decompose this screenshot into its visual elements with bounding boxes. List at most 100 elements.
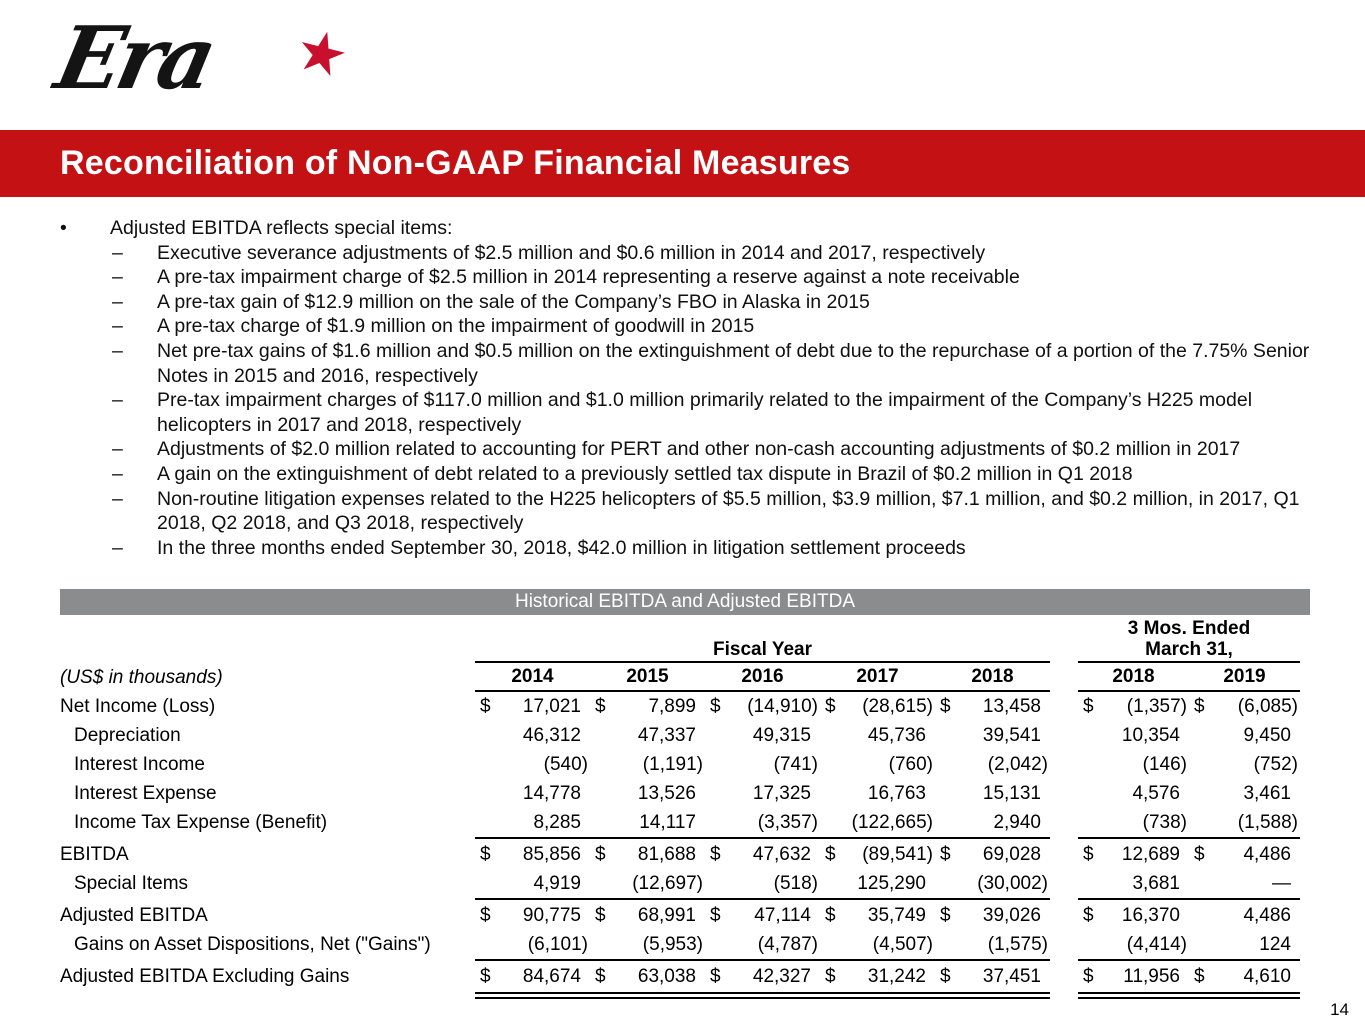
cell-value: (12,697) [632, 872, 703, 894]
table-cell: (12,697) [590, 869, 705, 898]
table-cell: 10,354 [1078, 721, 1189, 750]
dollar-sign: $ [480, 695, 491, 717]
dollar-sign: $ [1083, 904, 1094, 926]
cell-value: (738) [1142, 811, 1187, 833]
sub-bullet: – Pre-tax impairment charges of $117.0 m… [112, 388, 1350, 437]
table-cell: (30,002) [935, 869, 1050, 898]
dollar-sign: $ [940, 904, 951, 926]
table-cell: $47,632 [705, 840, 820, 869]
cell-value: 16,370 [1121, 904, 1180, 926]
table-cell: (518) [705, 869, 820, 898]
dollar-sign: $ [1083, 843, 1094, 865]
single-rule [60, 898, 1300, 901]
table-cell: 125,290 [820, 869, 935, 898]
year-header: 2018 [971, 666, 1014, 687]
table-cell: 49,315 [705, 721, 820, 750]
table-cell: 4,576 [1078, 779, 1189, 808]
era-star-icon: ★ [288, 13, 356, 93]
table-cell: $85,856 [475, 840, 590, 869]
cell-value: 84,674 [522, 965, 581, 987]
dollar-sign: $ [595, 965, 606, 987]
row-label: EBITDA [60, 843, 129, 865]
row-label: Depreciation [74, 724, 181, 746]
sub-bullet: – In the three months ended September 30… [112, 536, 1350, 561]
cell-value: (30,002) [977, 872, 1048, 894]
table-cell: $42,327 [705, 962, 820, 991]
table-row: Net Income (Loss) $17,021 $7,899 $ (14,910) $… [60, 692, 1300, 721]
row-label: Adjusted EBITDA [60, 904, 208, 926]
table-cell: $ (14,910) [705, 692, 820, 721]
table-cell: $17,021 [475, 692, 590, 721]
table-title: Historical EBITDA and Adjusted EBITDA [514, 591, 856, 612]
cell-value: 13,458 [982, 695, 1041, 717]
table-cell: 124 [1189, 930, 1300, 959]
dollar-sign: $ [1083, 965, 1094, 987]
dollar-sign: $ [940, 695, 951, 717]
dollar-sign: $ [825, 904, 836, 926]
cell-value: 42,327 [752, 965, 811, 987]
cell-value: 4,486 [1243, 904, 1291, 926]
table-cell: $ (1,357) [1078, 692, 1189, 721]
cell-value: (14,910) [747, 695, 818, 717]
cell-value: (146) [1142, 753, 1187, 775]
cell-value: (3,357) [757, 811, 818, 833]
cell-value: (741) [773, 753, 818, 775]
title-band: Reconciliation of Non-GAAP Financial Mea… [0, 130, 1365, 197]
cell-value: 13,526 [637, 782, 696, 804]
cell-value: 63,038 [637, 965, 696, 987]
cell-value: 11,956 [1123, 965, 1180, 987]
cell-value: 45,736 [867, 724, 926, 746]
table-row: Adjusted EBITDA $90,775 $68,991 $47,114 $35,… [60, 901, 1300, 930]
dollar-sign: $ [940, 843, 951, 865]
cell-value: 12,689 [1121, 843, 1180, 865]
dollar-sign: $ [1194, 695, 1205, 717]
cell-value: (28,615) [862, 695, 933, 717]
sub-bullet: – Executive severance adjustments of $2.… [112, 241, 1350, 266]
table-cell: (540) [475, 750, 590, 779]
dash-marker-icon: – [112, 438, 123, 461]
table-cell: (4,414) [1078, 930, 1189, 959]
cell-value: (540) [543, 753, 588, 775]
sub-bullet-text: Executive severance adjustments of $2.5 … [157, 241, 986, 264]
table-cell: 39,541 [935, 721, 1050, 750]
table-cell: 3,461 [1189, 779, 1300, 808]
table-cell: $ (6,085) [1189, 692, 1300, 721]
table-cell: (741) [705, 750, 820, 779]
fiscal-year-columns: 2014 2015 2016 2017 2018 [475, 666, 1050, 692]
cell-value: (4,507) [872, 933, 933, 955]
sub-bullet-text: Net pre-tax gains of $1.6 million and $0… [157, 339, 1310, 387]
cell-value: 37,451 [982, 965, 1041, 987]
table-cell: $12,689 [1078, 840, 1189, 869]
double-rule [60, 991, 1300, 1002]
table-cell: 3,681 [1078, 869, 1189, 898]
year-header: 2017 [856, 666, 899, 687]
table-cell: 14,778 [475, 779, 590, 808]
dash-marker-icon: – [112, 462, 123, 485]
page-title: Reconciliation of Non-GAAP Financial Mea… [60, 144, 851, 182]
three-months-line1: 3 Mos. Ended [1127, 618, 1251, 639]
era-logo-text: Era [47, 8, 221, 109]
single-rule [60, 959, 1300, 962]
dash-marker-icon: – [112, 389, 123, 412]
table-cell: (4,507) [820, 930, 935, 959]
dollar-sign: $ [1194, 843, 1205, 865]
table-cell: $ (89,541) [820, 840, 935, 869]
table-body: Net Income (Loss) $17,021 $7,899 $ (14,910) $… [60, 692, 1300, 1002]
row-label: Gains on Asset Dispositions, Net ("Gains… [74, 933, 431, 955]
table-cell: $63,038 [590, 962, 705, 991]
cell-value: 69,028 [982, 843, 1041, 865]
year-header: 2016 [741, 666, 784, 687]
table-cell: (2,042) [935, 750, 1050, 779]
cell-value: (4,787) [757, 933, 818, 955]
table-cell: $11,956 [1078, 962, 1189, 991]
table-cell: $31,242 [820, 962, 935, 991]
cell-value: 4,919 [533, 872, 581, 894]
dollar-sign: $ [480, 843, 491, 865]
row-label: Interest Income [74, 753, 205, 775]
dollar-sign: $ [710, 904, 721, 926]
cell-value: 15,131 [982, 782, 1041, 804]
dollar-sign: $ [825, 695, 836, 717]
cell-value: 14,778 [522, 782, 581, 804]
cell-value: 90,775 [522, 904, 581, 926]
table-cell: (738) [1078, 808, 1189, 837]
